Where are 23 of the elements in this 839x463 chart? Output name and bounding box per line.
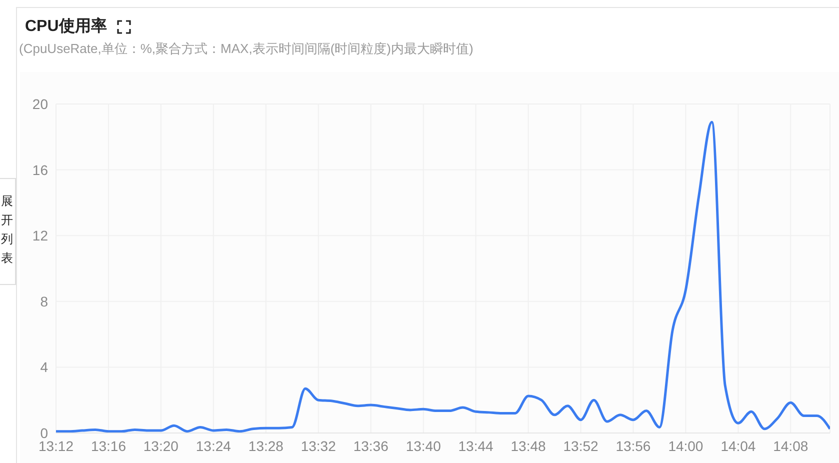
x-tick-label: 13:40 xyxy=(406,438,442,454)
y-tick-label: 4 xyxy=(40,359,48,376)
chart-title: CPU使用率 xyxy=(25,16,107,37)
text: 展开列表 xyxy=(1,193,13,267)
x-tick-label: 14:04 xyxy=(720,438,756,454)
y-tick-label: 12 xyxy=(32,228,48,244)
x-tick-label: 13:24 xyxy=(196,438,232,454)
x-tick-label: 13:56 xyxy=(616,438,651,454)
line-series xyxy=(56,120,830,433)
x-tick-label: 13:48 xyxy=(510,438,546,454)
x-tick-label: 13:28 xyxy=(248,438,284,454)
x-tick-label: 13:44 xyxy=(458,438,494,454)
x-tick-label: 13:36 xyxy=(353,438,389,454)
x-tick-label: 14:00 xyxy=(668,438,704,454)
y-tick-label: 20 xyxy=(32,96,48,112)
x-tick-label: 14:08 xyxy=(773,438,808,454)
x-tick-label: 13:52 xyxy=(563,438,599,454)
y-tick-label: 16 xyxy=(32,162,48,178)
x-tick-label: 13:16 xyxy=(90,438,126,454)
chart-subtitle: (CpuUseRate,单位：%,聚合方式：MAX,表示时间间隔(时间粒度)内最大瞬时值) xyxy=(19,40,474,58)
y-tick-label: 8 xyxy=(40,293,48,310)
x-tick-label: 13:20 xyxy=(143,438,179,454)
x-tick-label: 13:32 xyxy=(300,438,336,454)
